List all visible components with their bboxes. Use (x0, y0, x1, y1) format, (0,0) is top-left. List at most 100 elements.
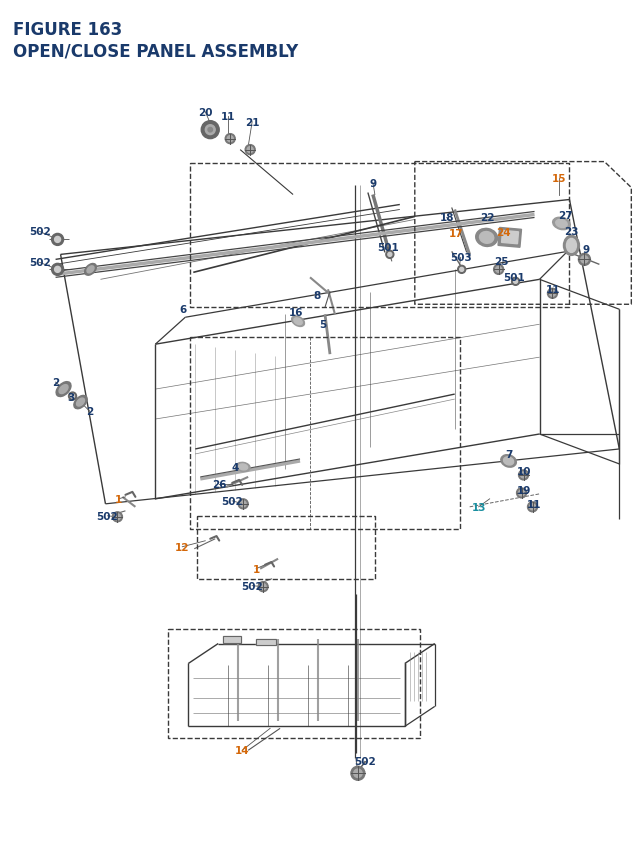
Circle shape (513, 280, 518, 284)
Bar (502, 231, 518, 245)
Bar (498, 228, 522, 248)
Circle shape (227, 137, 233, 142)
Text: 8: 8 (314, 291, 321, 301)
Circle shape (205, 126, 215, 135)
Circle shape (208, 128, 212, 133)
Circle shape (113, 512, 122, 522)
Text: 1: 1 (115, 494, 122, 505)
Text: 10: 10 (517, 467, 532, 476)
Text: 3: 3 (67, 393, 74, 403)
Bar (256, 639, 276, 645)
Circle shape (201, 121, 220, 139)
Circle shape (547, 289, 557, 299)
Text: 6: 6 (180, 305, 187, 315)
Text: 12: 12 (175, 542, 189, 552)
Circle shape (518, 490, 525, 496)
Circle shape (225, 134, 235, 145)
Text: 2: 2 (52, 378, 60, 387)
Ellipse shape (59, 385, 68, 394)
Circle shape (518, 470, 529, 480)
Text: 1: 1 (253, 564, 260, 574)
Circle shape (386, 251, 394, 259)
Circle shape (247, 147, 253, 153)
Text: 14: 14 (235, 746, 250, 755)
Text: 19: 19 (516, 486, 531, 495)
Text: 26: 26 (212, 480, 227, 489)
Ellipse shape (74, 396, 87, 409)
Circle shape (516, 488, 527, 499)
Circle shape (493, 265, 504, 275)
Ellipse shape (501, 455, 516, 468)
Circle shape (520, 473, 527, 479)
Text: 502: 502 (29, 227, 51, 237)
Ellipse shape (553, 218, 570, 231)
Ellipse shape (236, 463, 250, 472)
Text: 23: 23 (564, 227, 579, 237)
Circle shape (240, 501, 246, 507)
Circle shape (388, 253, 392, 257)
Text: 2: 2 (86, 406, 93, 417)
Text: 11: 11 (527, 499, 542, 509)
Text: 17: 17 (449, 229, 463, 239)
Circle shape (495, 267, 502, 273)
Ellipse shape (479, 232, 493, 244)
Ellipse shape (294, 319, 302, 325)
Ellipse shape (56, 382, 71, 397)
Circle shape (460, 268, 464, 272)
Text: 7: 7 (505, 449, 512, 460)
Text: 503: 503 (450, 253, 472, 263)
Ellipse shape (566, 239, 577, 253)
Bar (223, 635, 241, 643)
Text: 501: 501 (377, 243, 399, 253)
Text: 9: 9 (583, 245, 590, 255)
Circle shape (260, 584, 266, 590)
Circle shape (70, 394, 74, 399)
Circle shape (258, 582, 268, 592)
Circle shape (458, 266, 466, 274)
Text: 502: 502 (97, 511, 118, 521)
Bar (256, 639, 276, 645)
Ellipse shape (476, 229, 497, 247)
Text: 4: 4 (232, 462, 239, 473)
Text: 20: 20 (198, 108, 212, 118)
Text: 21: 21 (245, 118, 259, 127)
Text: 11: 11 (547, 285, 561, 295)
Ellipse shape (239, 464, 248, 470)
Text: 16: 16 (289, 308, 303, 318)
Circle shape (579, 254, 591, 266)
Ellipse shape (77, 399, 84, 406)
Circle shape (54, 237, 61, 243)
Ellipse shape (556, 220, 567, 228)
Circle shape (115, 514, 120, 520)
Text: 5: 5 (319, 319, 326, 330)
Ellipse shape (84, 264, 97, 276)
Circle shape (245, 146, 255, 156)
Text: 502: 502 (354, 757, 376, 766)
Text: 9: 9 (369, 178, 376, 189)
Text: 502: 502 (241, 581, 263, 591)
Text: 25: 25 (494, 257, 509, 267)
Circle shape (354, 769, 362, 777)
Ellipse shape (563, 236, 579, 256)
Circle shape (238, 499, 248, 509)
Text: 502: 502 (29, 258, 51, 268)
Circle shape (351, 766, 365, 780)
Text: FIGURE 163: FIGURE 163 (13, 21, 122, 39)
Ellipse shape (292, 317, 305, 327)
Text: 501: 501 (502, 273, 524, 283)
Bar (168, 629, 420, 739)
Text: 502: 502 (221, 496, 243, 506)
Ellipse shape (87, 267, 94, 274)
Ellipse shape (504, 457, 514, 466)
Text: OPEN/CLOSE PANEL ASSEMBLY: OPEN/CLOSE PANEL ASSEMBLY (13, 43, 298, 61)
Circle shape (550, 291, 556, 297)
Circle shape (511, 278, 520, 286)
Circle shape (529, 505, 536, 511)
Text: 18: 18 (440, 214, 454, 223)
Text: 11: 11 (221, 112, 236, 121)
Text: 22: 22 (481, 214, 495, 223)
Text: 27: 27 (558, 211, 573, 221)
Circle shape (52, 264, 63, 276)
Bar (223, 635, 241, 643)
Text: 15: 15 (552, 173, 567, 183)
